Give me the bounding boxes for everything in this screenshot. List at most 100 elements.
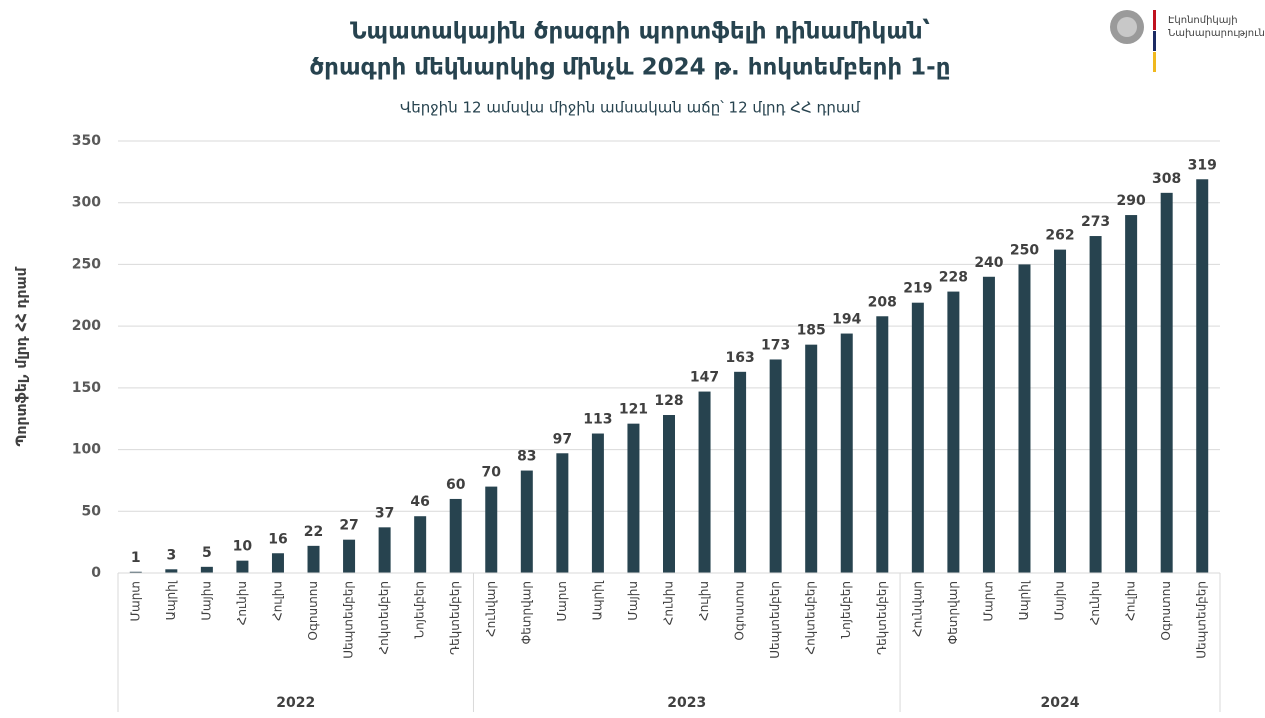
- value-label: 3: [166, 547, 176, 563]
- x-tick-label: Ապրիլ: [590, 580, 604, 620]
- x-tick-label: Օգոստոս: [306, 581, 320, 640]
- logo-text: Էկոնոմիկայի: [1168, 15, 1238, 26]
- bar: [734, 371, 747, 573]
- bar: [876, 316, 889, 573]
- y-tick-label: 200: [72, 318, 101, 334]
- x-tick-label: Հուլիս: [697, 581, 711, 621]
- x-tick-label: Ապրիլ: [164, 580, 178, 620]
- value-label: 10: [233, 539, 253, 555]
- x-tick-label: Մայիս: [199, 581, 213, 621]
- value-label: 219: [903, 281, 932, 297]
- logo: Էկոնոմիկայի Նախարարություն: [1110, 10, 1265, 72]
- bar: [1196, 179, 1209, 573]
- x-tick-label: Հունիս: [1088, 581, 1102, 625]
- bar: [378, 527, 391, 573]
- bar: [698, 391, 711, 573]
- value-label: 319: [1188, 157, 1217, 173]
- bar: [1089, 236, 1102, 574]
- bar: [1018, 264, 1031, 573]
- x-tick-label: Օգոստոս: [733, 581, 747, 640]
- value-label: 16: [268, 531, 287, 547]
- value-label: 208: [868, 294, 897, 310]
- value-label: 27: [339, 518, 358, 534]
- x-tick-label: Հուլիս: [270, 581, 284, 621]
- value-label: 83: [517, 449, 536, 465]
- value-label: 37: [375, 505, 394, 521]
- bar: [236, 560, 249, 573]
- chart-subtitle: Վերջին 12 ամսվա միջին ամսական աճը՝ 12 մլ…: [400, 99, 861, 117]
- value-label: 262: [1045, 228, 1074, 244]
- emblem-inner: [1117, 17, 1137, 37]
- bar: [165, 569, 178, 573]
- x-tick-label: Հունվար: [910, 581, 924, 637]
- value-label: 1: [131, 550, 141, 566]
- bar: [805, 344, 818, 573]
- y-tick-label: 300: [72, 195, 101, 211]
- x-tick-label: Նոյեմբեր: [413, 581, 427, 639]
- x-tick-label: Հուլիս: [1124, 581, 1138, 621]
- chart-title: Նպատակային ծրագրի պորտֆելի դինամիկան՝: [350, 19, 930, 45]
- value-label: 5: [202, 545, 212, 561]
- value-label: 70: [482, 465, 502, 481]
- x-tick-label: Հունվար: [484, 581, 498, 637]
- x-tick-label: Օգոստոս: [1159, 581, 1173, 640]
- flag-blue: [1153, 31, 1156, 51]
- value-label: 22: [304, 524, 323, 540]
- bar: [485, 486, 498, 573]
- value-label: 228: [939, 270, 968, 286]
- bar: [1125, 215, 1138, 574]
- value-label: 163: [725, 350, 754, 366]
- y-tick-label: 100: [72, 442, 101, 458]
- bar: [129, 571, 142, 573]
- value-label: 97: [553, 431, 572, 447]
- bar: [769, 359, 782, 573]
- y-tick-label: 150: [72, 380, 101, 396]
- value-label: 185: [797, 323, 826, 339]
- logo-text: Նախարարություն: [1168, 28, 1265, 39]
- group-label: 2023: [667, 695, 706, 711]
- bar: [1160, 192, 1173, 573]
- value-label: 273: [1081, 214, 1110, 230]
- flag-red: [1153, 10, 1156, 30]
- x-tick-label: Սեպտեմբեր: [1195, 581, 1209, 659]
- bar: [307, 545, 320, 573]
- bar: [947, 291, 960, 573]
- value-label: 121: [619, 402, 648, 418]
- bar: [627, 423, 640, 573]
- bar: [343, 539, 356, 573]
- x-tick-label: Մարտ: [981, 581, 995, 621]
- bar: [271, 553, 284, 573]
- chart-title: ծրագրի մեկնարկից մինչև 2024 թ. հոկտեմբեր…: [310, 55, 951, 81]
- x-tick-label: Սեպտեմբեր: [342, 581, 356, 659]
- value-label: 250: [1010, 242, 1039, 258]
- value-label: 173: [761, 337, 790, 353]
- x-tick-label: Հոկտեմբեր: [804, 581, 818, 655]
- y-axis-label: Պորտֆել, մլրդ ՀՀ դրամ: [14, 266, 30, 446]
- x-tick-label: Ապրիլ: [1017, 580, 1031, 620]
- x-tick-label: Նոյեմբեր: [839, 581, 853, 639]
- group-label: 2024: [1041, 695, 1080, 711]
- y-tick-label: 350: [72, 133, 101, 149]
- x-tick-label: Փետրվար: [519, 581, 533, 645]
- x-tick-label: Փետրվար: [946, 581, 960, 645]
- value-label: 290: [1117, 193, 1146, 209]
- value-label: 308: [1152, 171, 1181, 187]
- group-label: 2022: [276, 695, 315, 711]
- bar: [449, 498, 462, 573]
- value-label: 113: [583, 412, 612, 428]
- x-tick-label: Սեպտեմբեր: [768, 581, 782, 659]
- x-tick-label: Դեկտեմբեր: [448, 581, 462, 655]
- x-tick-label: Հունիս: [662, 581, 676, 625]
- x-tick-label: Մայիս: [1053, 581, 1067, 621]
- value-label: 240: [974, 255, 1003, 271]
- x-tick-label: Մայիս: [626, 581, 640, 621]
- x-tick-label: Հունիս: [235, 581, 249, 625]
- bar: [982, 276, 995, 573]
- x-tick-label: Մարտ: [555, 581, 569, 621]
- x-tick-label: Հոկտեմբեր: [377, 581, 391, 655]
- value-label: 128: [654, 393, 683, 409]
- bar: [520, 470, 533, 573]
- bar: [911, 302, 924, 573]
- value-label: 46: [410, 494, 429, 510]
- bar: [840, 333, 853, 573]
